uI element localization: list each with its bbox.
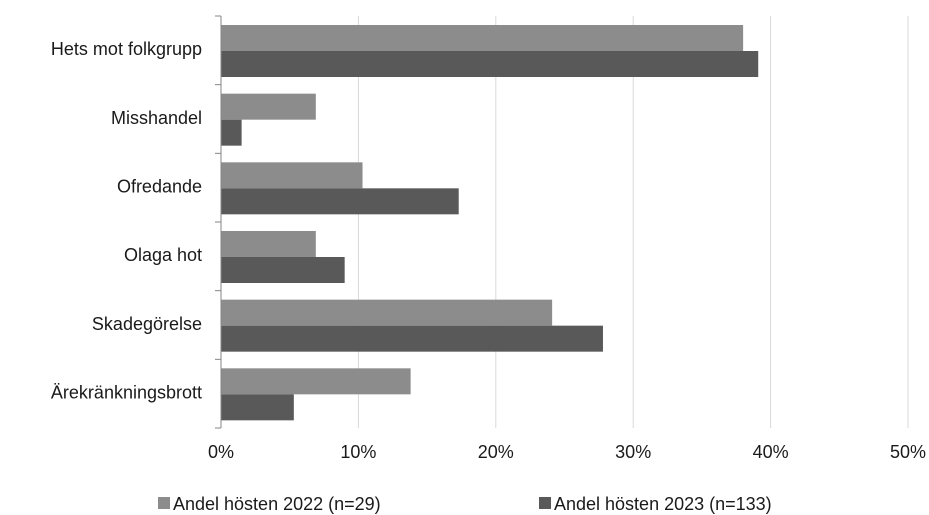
- axis-layer: [215, 15, 222, 429]
- bar: [221, 257, 345, 283]
- bar-layer: [221, 25, 759, 421]
- x-tick-label: 20%: [478, 442, 514, 462]
- x-tick-label: 40%: [753, 442, 789, 462]
- bar: [221, 25, 744, 51]
- bar: [221, 368, 411, 395]
- category-label: Ärekränkningsbrott: [51, 382, 202, 402]
- bar: [221, 188, 459, 215]
- x-tick-label: 30%: [615, 442, 651, 462]
- category-label: Skadegörelse: [92, 314, 202, 334]
- bar: [221, 394, 294, 421]
- legend-label: Andel hösten 2023 (n=133): [554, 494, 772, 514]
- category-label: Olaga hot: [124, 245, 202, 265]
- legend-swatch: [539, 497, 551, 509]
- x-tick-label: 10%: [340, 442, 376, 462]
- x-tick-label: 0%: [208, 442, 234, 462]
- bar: [221, 299, 553, 326]
- grid-layer: [357, 16, 909, 428]
- bar: [221, 325, 603, 352]
- legend-swatch: [158, 497, 170, 509]
- bar: [221, 231, 316, 257]
- bar: [221, 51, 759, 77]
- legend-label: Andel hösten 2022 (n=29): [173, 494, 381, 514]
- bar: [221, 93, 316, 120]
- label-layer: 0% 10% 20% 30% 40% 50% Hets mot folkgrupp Missh…: [51, 39, 926, 462]
- legend-layer: Andel hösten 2022 (n=29) Andel hösten 202…: [158, 494, 772, 514]
- category-label: Hets mot folkgrupp: [51, 39, 202, 59]
- bar: [221, 119, 242, 146]
- category-label: Misshandel: [111, 108, 202, 128]
- x-tick-label: 50%: [890, 442, 926, 462]
- category-label: Ofredande: [117, 176, 202, 196]
- bar: [221, 162, 363, 189]
